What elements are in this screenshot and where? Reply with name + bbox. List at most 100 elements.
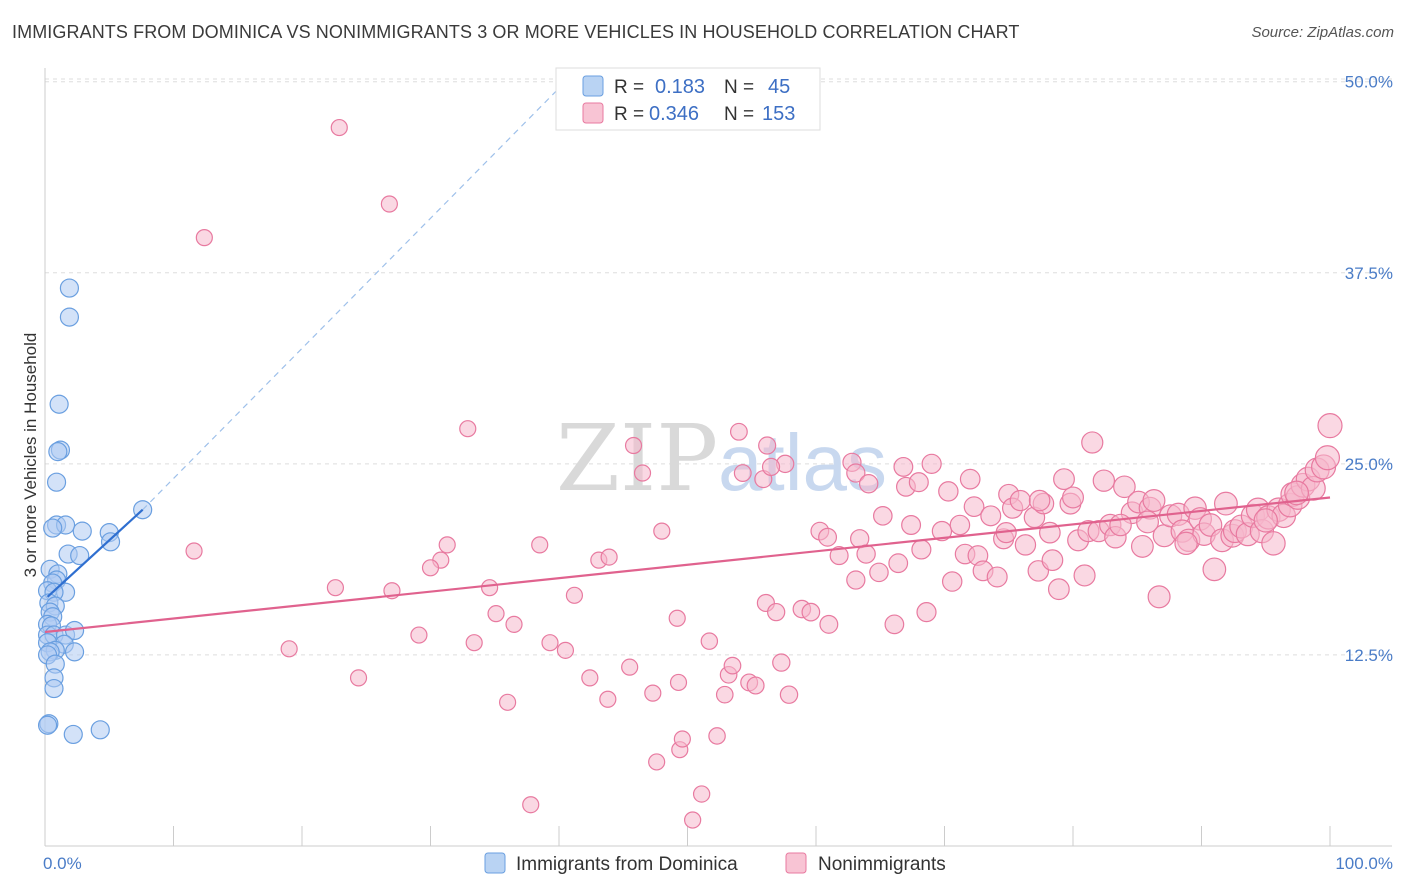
nonimmigrants-point-41 xyxy=(715,685,734,704)
nonimmigrants-point-142 xyxy=(1314,445,1341,471)
nonimmigrants-point-28 xyxy=(624,436,643,455)
legend-swatch-pink xyxy=(582,102,604,124)
nonimmigrants-point-25 xyxy=(599,690,617,708)
nonimmigrants-point-65 xyxy=(873,506,893,526)
watermark-zip: ZIP xyxy=(556,405,718,512)
dominica-points xyxy=(37,278,153,745)
nonimmigrants-point-149 xyxy=(1142,489,1166,513)
nonimmigrants-point-12 xyxy=(459,420,477,438)
series-legend-swatch-blue xyxy=(484,852,506,874)
nonimmigrants-point-151 xyxy=(1028,489,1051,512)
tick-labels: 12.5% 25.0% 37.5% 50.0% 0.0% 100.0% xyxy=(43,73,1393,873)
legend-r-label-1: R = xyxy=(614,77,644,98)
nonimmigrants-point-1 xyxy=(195,229,213,247)
nonimmigrants-point-59 xyxy=(829,546,849,566)
grid-lines xyxy=(45,78,1392,656)
nonimmigrants-point-75 xyxy=(941,571,963,592)
nonimmigrants-point-64 xyxy=(869,562,889,583)
nonimmigrants-point-61 xyxy=(846,570,866,590)
nonimmigrants-point-16 xyxy=(499,693,517,711)
nonimmigrants-point-50 xyxy=(758,436,777,455)
nonimmigrants-point-102 xyxy=(1092,469,1116,492)
nonimmigrants-point-44 xyxy=(729,422,748,441)
y-tick-label-0: 12.5% xyxy=(1345,646,1393,665)
nonimmigrants-point-3 xyxy=(380,195,398,213)
watermark: ZIP atlas xyxy=(556,405,887,512)
legend-swatch-blue xyxy=(582,75,604,97)
nonimmigrants-points xyxy=(185,118,1343,829)
legend-n-label-2: N = xyxy=(724,104,754,125)
nonimmigrants-point-10 xyxy=(438,536,456,554)
y-tick-label-2: 37.5% xyxy=(1345,264,1393,283)
dominica-point-9 xyxy=(72,521,92,541)
nonimmigrants-point-71 xyxy=(916,602,937,623)
correlation-legend: R = 0.183 N = 45 R = 0.346 N = 153 xyxy=(555,67,821,131)
legend-n-value-1: 45 xyxy=(768,76,790,98)
nonimmigrants-point-14 xyxy=(481,579,499,597)
nonimmigrants-point-33 xyxy=(668,609,686,627)
dominica-point-13 xyxy=(70,545,90,566)
nonimmigrants-point-158 xyxy=(761,457,781,477)
nonimmigrants-point-37 xyxy=(684,811,702,829)
dominica-point-35 xyxy=(64,642,85,662)
nonimmigrants-point-72 xyxy=(921,453,942,474)
series-legend-label-2: Nonimmigrants xyxy=(818,854,946,875)
legend-n-value-2: 153 xyxy=(762,103,795,125)
nonimmigrants-point-51 xyxy=(767,602,786,622)
dominica-point-1 xyxy=(59,307,80,327)
dominica-point-43 xyxy=(90,720,110,740)
nonimmigrants-point-74 xyxy=(938,481,959,502)
nonimmigrants-point-58 xyxy=(819,614,839,634)
dominica-point-40 xyxy=(44,678,64,699)
legend-n-label-1: N = xyxy=(724,77,754,98)
nonimmigrants-point-150 xyxy=(1061,486,1084,509)
series-legend-label-1: Immigrants from Dominica xyxy=(516,854,738,875)
nonimmigrants-point-8 xyxy=(410,626,428,644)
nonimmigrants-point-94 xyxy=(1047,578,1070,601)
y-tick-label-1: 25.0% xyxy=(1345,455,1393,474)
nonimmigrants-point-122 xyxy=(1213,491,1238,516)
trend-lines xyxy=(44,81,1331,634)
nonimmigrants-point-73 xyxy=(931,520,953,542)
nonimmigrants-point-78 xyxy=(959,468,981,490)
nonimmigrants-point-45 xyxy=(733,464,752,482)
nonimmigrants-point-156 xyxy=(893,456,914,477)
nonimmigrants-point-2 xyxy=(185,542,203,560)
nonimmigrants-point-67 xyxy=(888,553,909,574)
nonimmigrants-point-23 xyxy=(581,669,599,687)
dominica-point-2 xyxy=(49,394,69,414)
nonimmigrants-point-43 xyxy=(723,656,742,675)
nonimmigrants-point-108 xyxy=(1130,534,1154,558)
nonimmigrants-point-93 xyxy=(1041,549,1064,572)
nonimmigrants-point-21 xyxy=(556,641,575,659)
dominica-point-5 xyxy=(46,472,67,492)
nonimmigrants-point-27 xyxy=(621,658,639,676)
nonimmigrants-point-95 xyxy=(1053,468,1075,491)
nonimmigrants-point-100 xyxy=(1081,431,1104,454)
nonimmigrants-trend-line xyxy=(44,496,1331,634)
nonimmigrants-point-153 xyxy=(908,472,929,493)
nonimmigrants-point-83 xyxy=(986,566,1008,588)
dominica-trend-extension xyxy=(142,81,566,511)
nonimmigrants-point-0 xyxy=(330,118,348,137)
nonimmigrants-point-38 xyxy=(692,785,711,803)
nonimmigrants-point-5 xyxy=(326,579,345,597)
y-tick-label-3: 50.0% xyxy=(1345,73,1393,92)
nonimmigrants-point-17 xyxy=(505,615,523,633)
nonimmigrants-point-120 xyxy=(1202,557,1227,582)
legend-r-label-2: R = xyxy=(614,104,644,125)
nonimmigrants-point-20 xyxy=(541,634,559,652)
nonimmigrants-point-152 xyxy=(846,463,866,483)
series-legend-swatch-pink xyxy=(785,852,807,874)
nonimmigrants-point-79 xyxy=(963,496,985,518)
dominica-point-4 xyxy=(48,442,68,462)
x-tick-label-0: 0.0% xyxy=(43,854,82,873)
dominica-point-44 xyxy=(37,715,58,735)
nonimmigrants-point-87 xyxy=(1009,489,1031,512)
legend-r-value-1: 0.183 xyxy=(655,76,705,98)
nonimmigrants-point-36 xyxy=(673,730,691,748)
nonimmigrants-point-31 xyxy=(648,753,666,771)
nonimmigrants-point-145 xyxy=(1136,510,1159,534)
dominica-point-8 xyxy=(43,518,63,538)
